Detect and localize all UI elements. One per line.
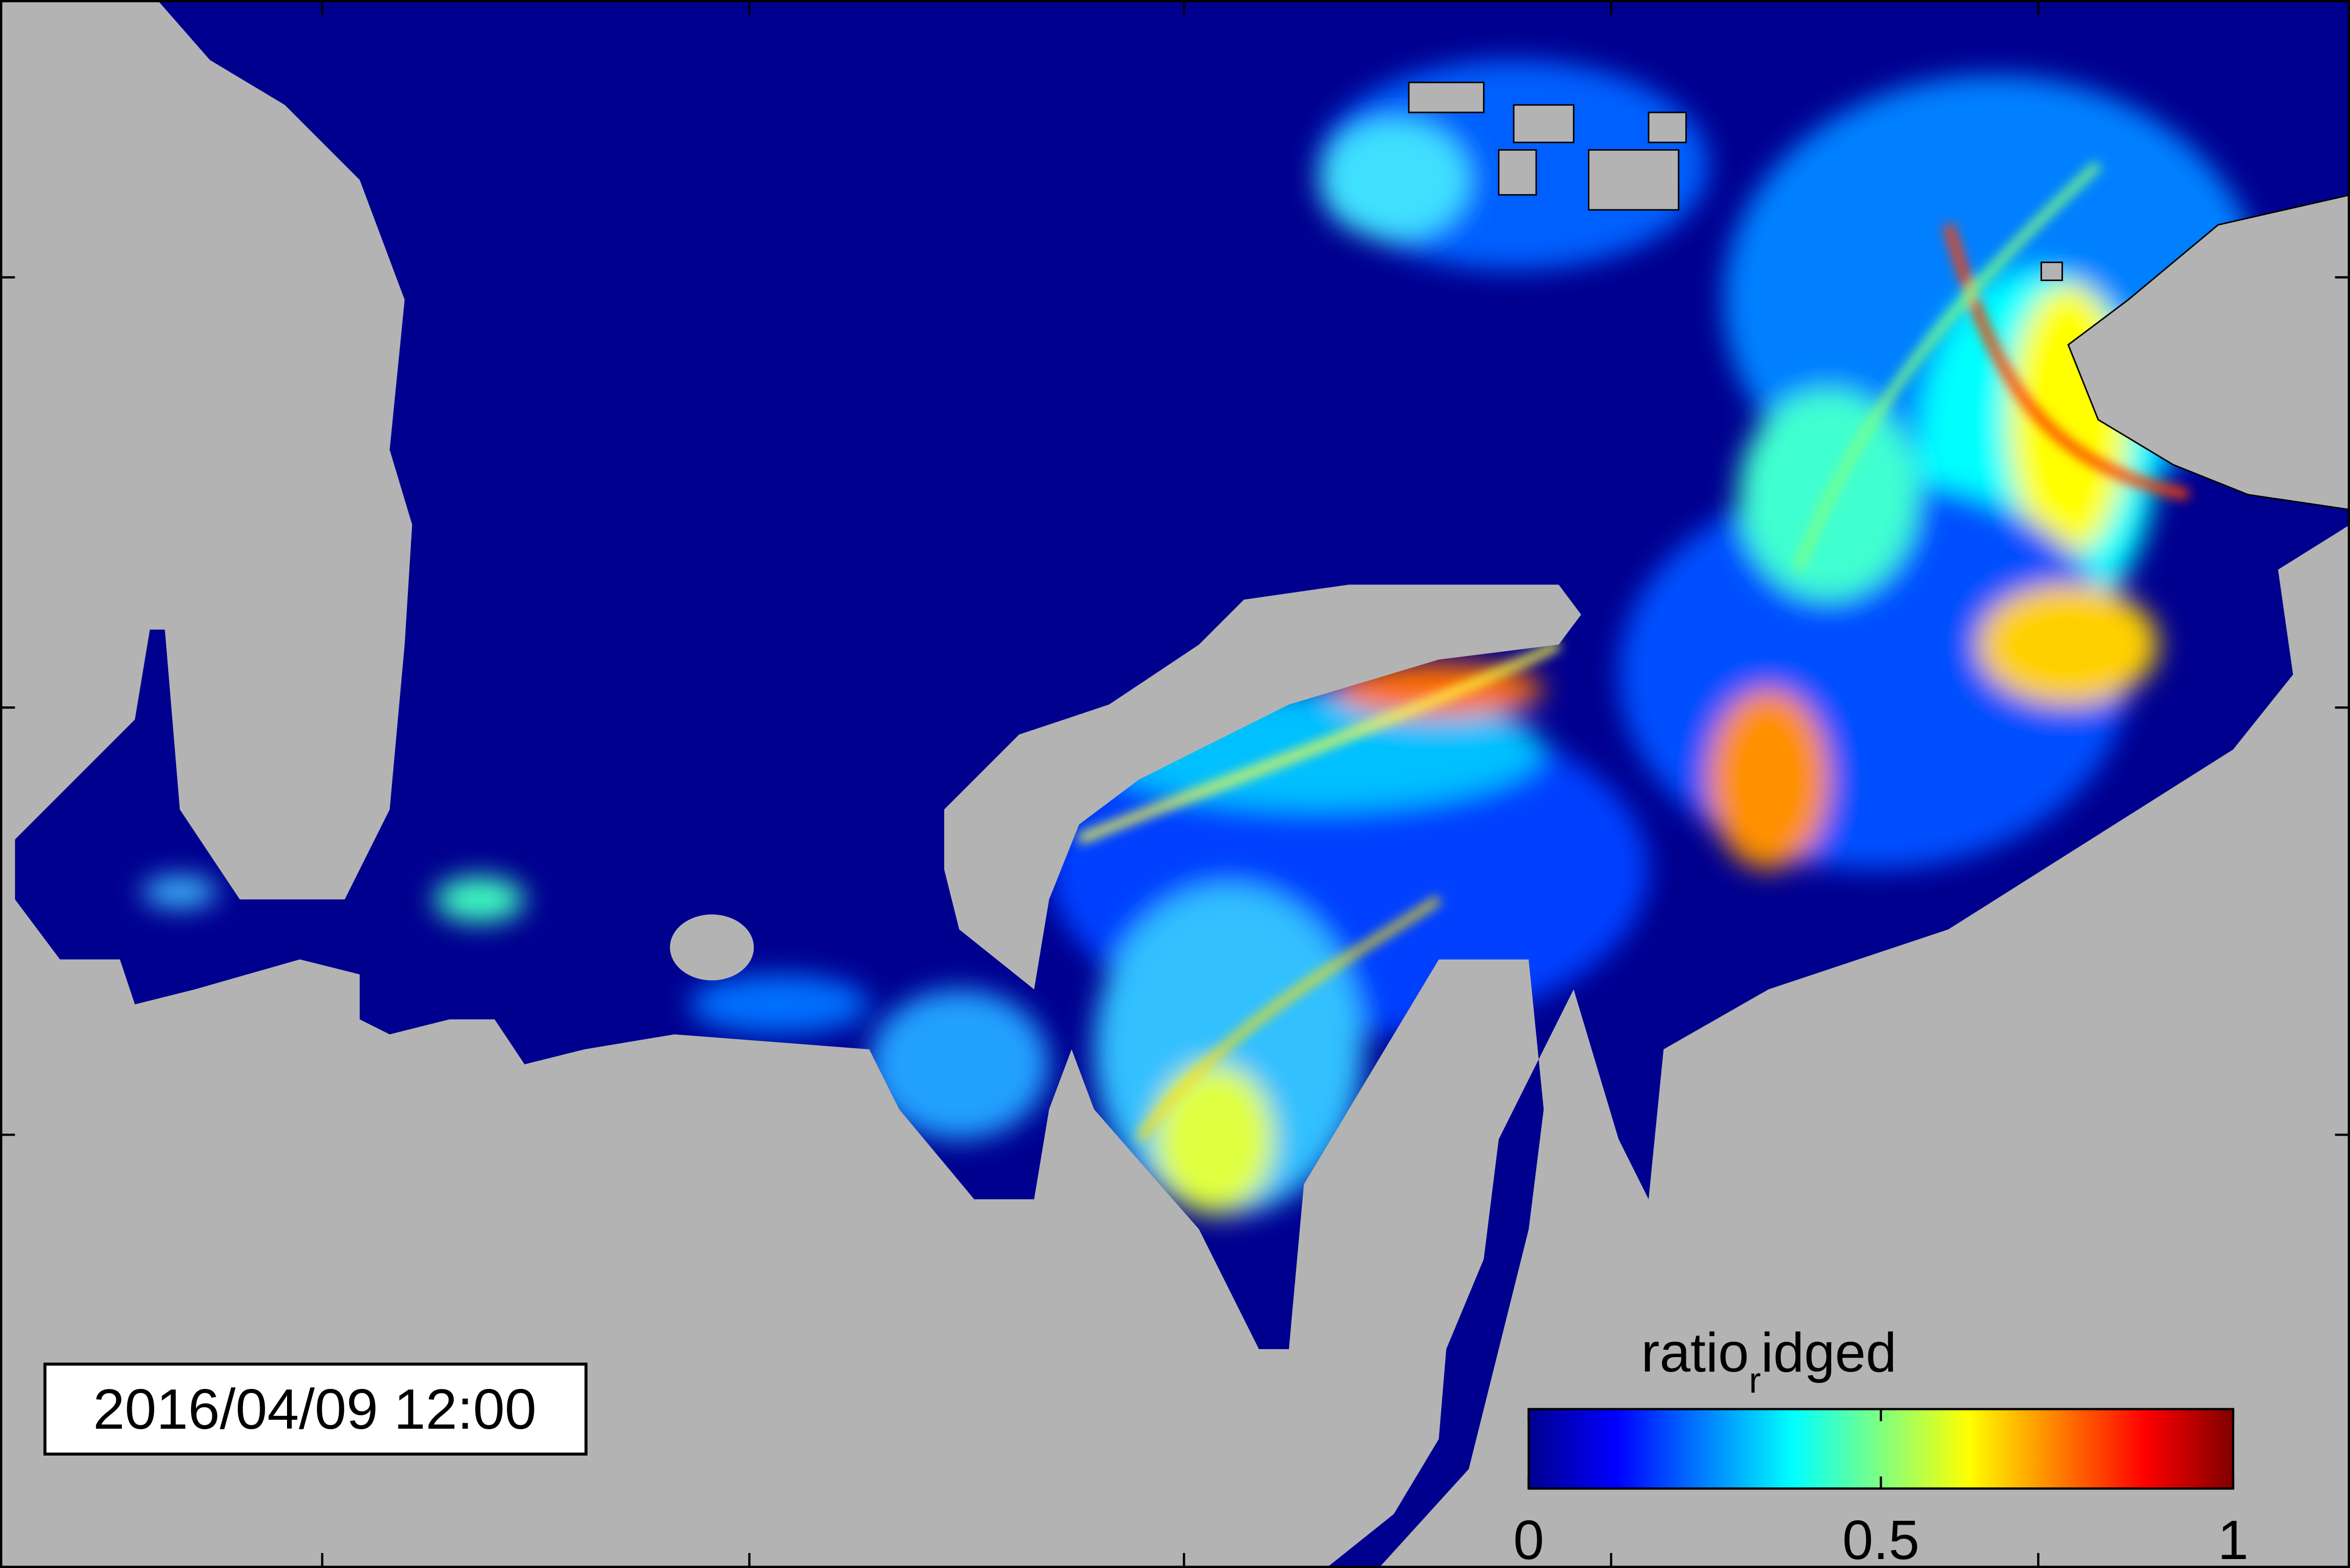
- peninsula: [944, 585, 1581, 989]
- island: [670, 914, 754, 980]
- colorbar-tick-label: 0.5: [1843, 1509, 1920, 1568]
- colorbar: [1527, 1408, 2235, 1490]
- label-rest: idged: [1761, 1321, 1897, 1383]
- label-sub: r: [1749, 1361, 1761, 1400]
- island: [2067, 194, 2350, 511]
- timestamp-box: [43, 1363, 588, 1456]
- colorbar-tick-label: 1: [2218, 1509, 2249, 1568]
- archipelago: [1408, 82, 2063, 282]
- colorbar-tick-label: 0: [1513, 1509, 1544, 1568]
- ice-ridges: [1077, 161, 2189, 1142]
- ice-field: [142, 60, 2263, 1214]
- colorbar-label: ratioridged: [1641, 1321, 1897, 1400]
- label-main: ratio: [1641, 1321, 1749, 1383]
- timestamp: 2016/04/09 12:00: [93, 1377, 536, 1441]
- colorbar-ticks: 0 0.5 1: [1513, 1409, 2249, 1568]
